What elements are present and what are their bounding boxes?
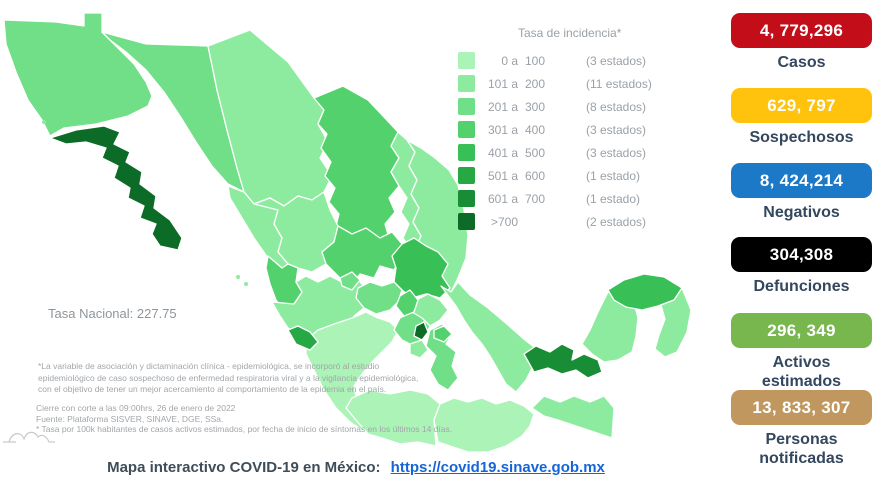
footnote-line: * Tasa por 100k habitantes de casos acti…	[36, 424, 453, 434]
state-veracruz[interactable]: Veracruz	[440, 281, 539, 393]
legend-swatch-L7	[458, 190, 475, 207]
legend-row: 501 a 600 (1 estado)	[458, 164, 652, 187]
legend-range-from: 601 a	[487, 191, 518, 206]
state-queretaro[interactable]: Querétaro	[395, 289, 419, 317]
footnote-variable: *La variable de asociación y dictaminaci…	[38, 361, 419, 394]
stat-box-casos[interactable]: 4, 779,296	[731, 13, 872, 48]
state-guerrero[interactable]: Guerrero	[345, 389, 441, 447]
legend-state-count: (3 estados)	[586, 53, 647, 68]
legend-row: 401 a 500 (3 estados)	[458, 141, 652, 164]
footer-label: Mapa interactivo COVID-19 en México:	[107, 459, 381, 476]
stat-label-casos: Casos	[777, 54, 826, 71]
legend-range-to: 700	[525, 191, 546, 206]
footnote-source: Cierre con corte a las 09:00hrs, 26 de e…	[36, 403, 506, 435]
legend-range-from: 501 a	[487, 168, 518, 183]
island-marker	[244, 282, 248, 286]
state-cdmx[interactable]: Ciudad de México	[413, 321, 429, 341]
legend-swatch-L1	[458, 52, 475, 69]
legend-range-to: 500	[525, 145, 546, 160]
legend-swatch-L5	[458, 144, 475, 161]
stat-label-negativos: Negativos	[763, 204, 840, 221]
state-aguascalientes[interactable]: Aguascalientes	[339, 271, 361, 291]
legend-range-to: 400	[525, 122, 546, 137]
stat-value-personas-notificadas: 13, 833, 307	[752, 397, 851, 417]
state-morelos[interactable]: Morelos	[409, 339, 429, 359]
legend-row: >700 (2 estados)	[458, 210, 652, 233]
state-colima[interactable]: Colima	[287, 325, 319, 351]
footnote-line: Cierre con corte a las 09:00hrs, 26 de e…	[36, 403, 236, 413]
mexico-choropleth-map: Baja CaliforniaBaja California SurSonora…	[3, 12, 692, 453]
legend-rows: 0 a 100 (3 estados) 101 a 200 (11 estados) 201…	[458, 49, 652, 233]
footer-line: Mapa interactivo COVID-19 en México: htt…	[0, 459, 712, 476]
stat-box-negativos[interactable]: 8, 424,214	[731, 163, 872, 198]
legend-range-from: >700	[490, 214, 518, 229]
stat-label-personas-notificadas: Personas notificadas	[759, 431, 844, 467]
national-rate-label: Tasa Nacional: 227.75	[48, 306, 177, 321]
legend-range-to: 600	[525, 168, 546, 183]
legend-state-count: (3 estados)	[586, 145, 647, 160]
stat-casos: 4, 779,296 Casos	[731, 13, 872, 72]
legend-row: 601 a 700 (1 estado)	[458, 187, 652, 210]
stat-value-casos: 4, 779,296	[759, 20, 844, 40]
legend-swatch-L2	[458, 75, 475, 92]
state-oaxaca[interactable]: Oaxaca	[433, 397, 535, 453]
legend-range-from: 301 a	[487, 122, 518, 137]
sinave-link[interactable]: https://covid19.sinave.gob.mx	[390, 459, 605, 476]
stat-label-defunciones: Defunciones	[753, 278, 850, 295]
stat-negativos: 8, 424,214 Negativos	[731, 163, 872, 222]
stat-box-sospechosos[interactable]: 629, 797	[731, 88, 872, 123]
legend-swatch-L8	[458, 213, 475, 230]
island-marker	[236, 275, 240, 279]
footnote-line: Fuente: Plataforma SISVER, SINAVE, DGE, …	[36, 413, 224, 424]
legend-range-from: 101 a	[487, 76, 518, 91]
state-baja-california[interactable]: Baja California	[3, 12, 153, 137]
state-tabasco[interactable]: Tabasco	[523, 343, 603, 379]
legend-row: 0 a 100 (3 estados)	[458, 49, 652, 72]
stat-label-sospechosos: Sospechosos	[749, 129, 854, 146]
stat-personas-notificadas: 13, 833, 307 Personas notificadas	[731, 390, 872, 468]
legend-swatch-L6	[458, 167, 475, 184]
island-marker	[42, 120, 46, 124]
legend-state-count: (1 estado)	[586, 191, 641, 206]
stat-value-sospechosos: 629, 797	[767, 95, 836, 115]
state-michoacan[interactable]: Michoacán	[305, 311, 399, 435]
stats-sidebar: 4, 779,296 Casos 629, 797 Sospechosos 8, 424…	[731, 0, 872, 497]
legend-row: 301 a 400 (3 estados)	[458, 118, 652, 141]
legend-state-count: (1 estado)	[586, 168, 641, 183]
stat-box-personas-notificadas[interactable]: 13, 833, 307	[731, 390, 872, 425]
state-san-luis-potosi[interactable]: San Luis Potosí	[391, 237, 451, 299]
legend-state-count: (11 estados)	[586, 76, 652, 91]
stat-value-activos-estimados: 296, 349	[767, 320, 836, 340]
state-baja-california-sur[interactable]: Baja California Sur	[49, 125, 183, 251]
state-tlaxcala[interactable]: Tlaxcala	[433, 325, 453, 343]
stat-activos-estimados: 296, 349 Activos estimados	[731, 313, 872, 391]
legend-range-from: 401 a	[487, 145, 518, 160]
state-chiapas[interactable]: Chiapas	[531, 395, 615, 439]
stat-label-activos-estimados: Activos estimados	[761, 354, 842, 390]
watermark-sketch	[3, 431, 55, 443]
legend-title: Tasa de incidencia*	[518, 26, 622, 40]
legend-swatch-L3	[458, 98, 475, 115]
stat-value-defunciones: 304,308	[769, 244, 834, 264]
legend-range-to: 300	[525, 99, 546, 114]
stat-box-activos-estimados[interactable]: 296, 349	[731, 313, 872, 348]
legend-range-from: 0 a	[501, 53, 518, 68]
stat-defunciones: 304,308 Defunciones	[731, 237, 872, 296]
stat-value-negativos: 8, 424,214	[759, 170, 844, 190]
legend-state-count: (2 estados)	[586, 214, 647, 229]
legend-state-count: (8 estados)	[586, 99, 647, 114]
legend-range-to: 100	[525, 53, 546, 68]
incidence-legend: Tasa de incidencia* 0 a 100 (3 estados) 101…	[458, 26, 652, 233]
legend-row: 101 a 200 (11 estados)	[458, 72, 652, 95]
legend-range-to: 200	[525, 76, 546, 91]
legend-state-count: (3 estados)	[586, 122, 647, 137]
legend-row: 201 a 300 (8 estados)	[458, 95, 652, 118]
legend-range-from: 201 a	[487, 99, 518, 114]
stat-box-defunciones[interactable]: 304,308	[731, 237, 872, 272]
state-quintana-roo[interactable]: Quintana Roo	[654, 287, 692, 358]
legend-swatch-L4	[458, 121, 475, 138]
stat-sospechosos: 629, 797 Sospechosos	[731, 88, 872, 147]
